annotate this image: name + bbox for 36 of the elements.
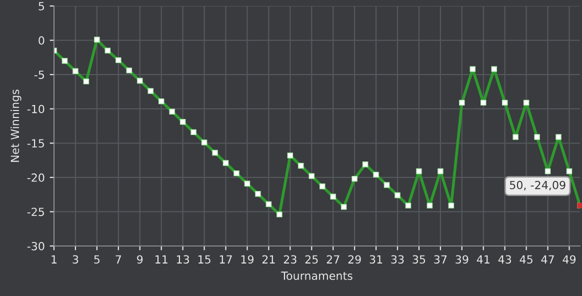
x-tick-label: 29 [348, 255, 361, 264]
x-tick-label: 7 [116, 255, 121, 264]
x-tick-label: 47 [541, 255, 554, 264]
x-tick-label: 11 [156, 255, 168, 264]
x-tick-label: 25 [305, 255, 318, 264]
y-tick-label: -20 [27, 173, 44, 182]
x-tick-label: 15 [198, 255, 210, 264]
y-tick-label: -30 [27, 242, 44, 250]
x-tick-label: 21 [262, 255, 275, 264]
x-tick-label: 43 [498, 255, 512, 264]
y-tick-label: -15 [27, 139, 44, 148]
x-tick-label: 23 [284, 255, 296, 264]
x-tick-label: 49 [562, 255, 576, 264]
y-tick-label: -5 [34, 70, 44, 79]
x-tick-label: 13 [176, 255, 189, 264]
x-tick-label: 19 [241, 255, 254, 264]
annotation: 50, -24,09 [510, 180, 566, 190]
x-tick-label: 33 [391, 255, 404, 264]
y-tick-label: -25 [27, 208, 44, 216]
x-axis-title: Tournaments [281, 272, 352, 280]
y-tick-label: 0 [38, 36, 44, 45]
x-tick-label: 3 [72, 255, 78, 264]
x-tick-label: 39 [456, 255, 468, 264]
y-tick-label: -10 [27, 104, 44, 114]
y-tick-label: 5 [38, 2, 44, 10]
x-tick-label: 37 [434, 255, 447, 264]
x-tick-label: 35 [412, 255, 426, 264]
x-tick-label: 17 [220, 255, 232, 264]
x-tick-label: 9 [137, 255, 143, 264]
x-tick-label: 27 [326, 255, 340, 264]
x-tick-label: 31 [370, 255, 382, 264]
x-tick-label: 41 [476, 255, 490, 264]
x-tick-label: 1 [52, 255, 57, 264]
x-tick-label: 45 [520, 255, 532, 264]
y-axis-title: Net Winnings [10, 90, 22, 162]
x-tick-label: 5 [94, 255, 100, 264]
